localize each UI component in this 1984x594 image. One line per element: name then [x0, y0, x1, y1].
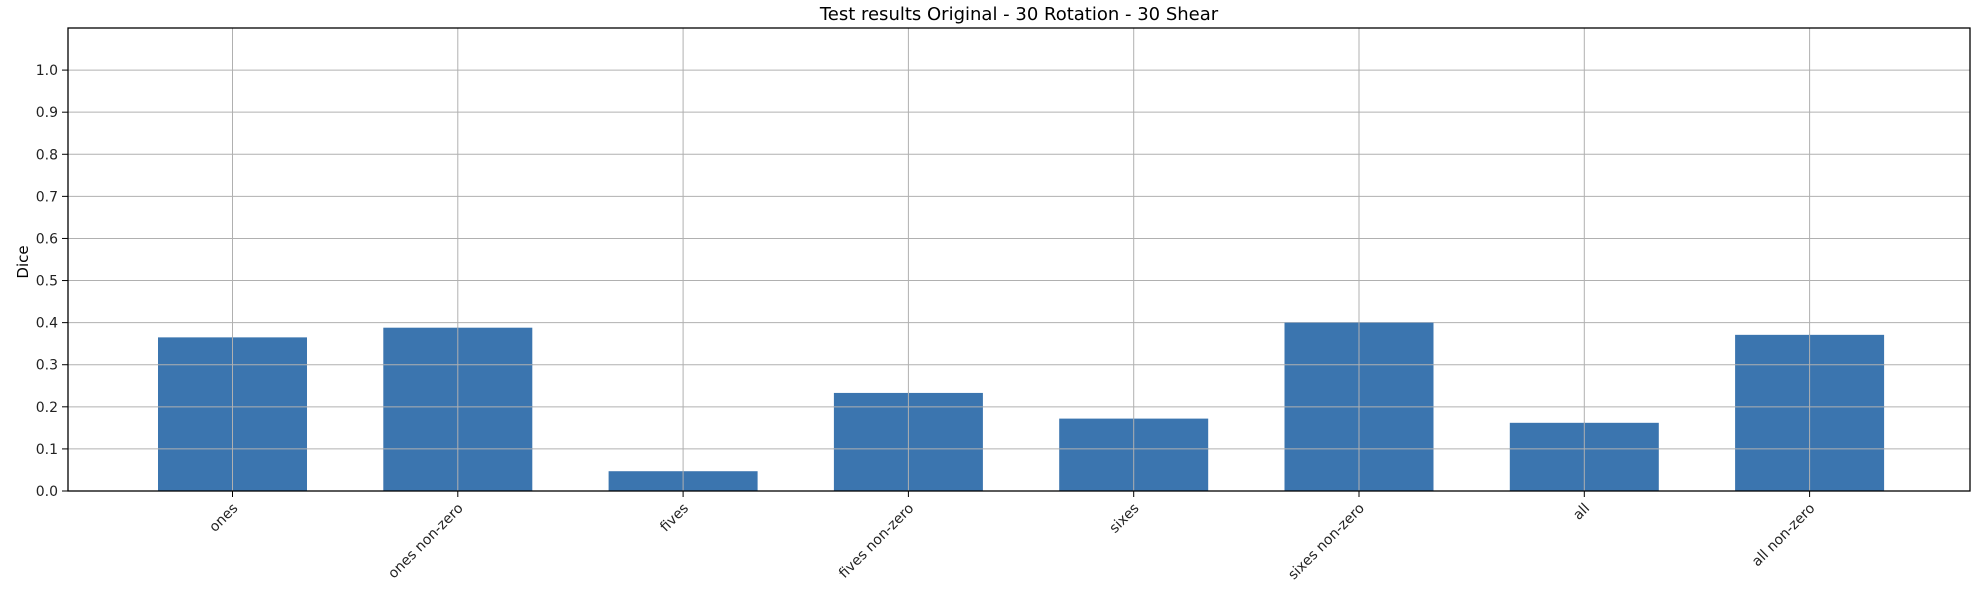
y-tick-label: 0.1: [36, 442, 58, 458]
y-tick-label: 0.3: [36, 358, 58, 374]
x-tick-label: all: [1570, 501, 1593, 524]
plot-frame: [67, 27, 1971, 492]
chart-title: Test results Original - 30 Rotation - 30…: [819, 4, 1219, 25]
y-tick-label: 0.5: [36, 274, 58, 290]
grid: [68, 28, 1970, 492]
y-tick-label: 1.0: [36, 63, 58, 79]
y-tick-label: 0.0: [36, 484, 58, 500]
y-tick-label: 0.9: [36, 105, 58, 121]
y-axis-label: Dice: [14, 245, 32, 278]
x-ticks: ones ones non-zero fives fives non-zero sixe…: [206, 491, 1818, 583]
x-tick-label: ones: [206, 501, 241, 536]
y-ticks: 0.0 0.1 0.2 0.3 0.4 0.5 0.6 0.7 0.8 0.9 1.0: [36, 63, 68, 500]
x-tick-label: ones non-zero: [385, 501, 466, 582]
y-tick-label: 0.7: [36, 189, 58, 205]
y-tick-label: 0.8: [36, 147, 58, 163]
y-tick-label: 0.2: [36, 400, 58, 416]
y-tick-label: 0.4: [36, 316, 58, 332]
x-tick-label: sixes non-zero: [1285, 501, 1368, 584]
y-tick-label: 0.6: [36, 231, 58, 247]
x-tick-label: sixes: [1106, 501, 1142, 537]
bars: [158, 322, 1885, 491]
x-tick-label: all non-zero: [1749, 501, 1818, 570]
x-tick-label: fives non-zero: [836, 501, 917, 582]
x-tick-label: fives: [657, 501, 692, 536]
